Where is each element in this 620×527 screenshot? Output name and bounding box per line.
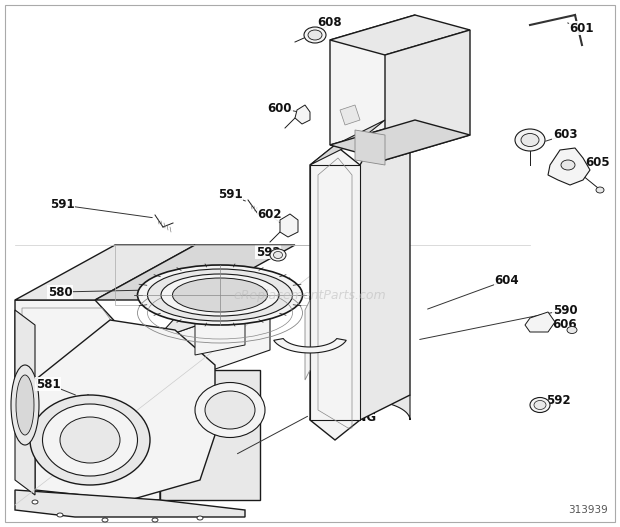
Text: 605: 605 — [586, 155, 610, 169]
Polygon shape — [15, 245, 195, 300]
Polygon shape — [330, 120, 470, 160]
Ellipse shape — [197, 516, 203, 520]
Polygon shape — [310, 395, 410, 420]
Polygon shape — [95, 245, 295, 300]
Ellipse shape — [60, 417, 120, 463]
Text: 580: 580 — [48, 286, 73, 298]
Ellipse shape — [596, 187, 604, 193]
Ellipse shape — [273, 251, 283, 259]
Text: 604: 604 — [495, 274, 520, 287]
Text: 313939: 313939 — [569, 505, 608, 515]
Polygon shape — [340, 105, 360, 125]
Ellipse shape — [102, 518, 108, 522]
Text: 603: 603 — [553, 129, 577, 142]
Ellipse shape — [521, 133, 539, 147]
Ellipse shape — [11, 365, 39, 445]
Ellipse shape — [515, 129, 545, 151]
Text: 608: 608 — [317, 16, 342, 30]
Text: 581: 581 — [36, 377, 60, 391]
Polygon shape — [195, 285, 245, 355]
Text: 607: 607 — [436, 28, 460, 42]
Ellipse shape — [534, 401, 546, 409]
Ellipse shape — [172, 278, 267, 312]
Ellipse shape — [57, 513, 63, 517]
Ellipse shape — [561, 160, 575, 170]
Polygon shape — [280, 214, 298, 237]
Text: eReplacementParts.com: eReplacementParts.com — [234, 288, 386, 301]
Polygon shape — [15, 310, 35, 495]
Polygon shape — [310, 145, 360, 440]
Polygon shape — [273, 338, 347, 353]
Text: 592: 592 — [255, 246, 280, 259]
Polygon shape — [330, 15, 470, 55]
Text: 591: 591 — [50, 199, 74, 211]
Ellipse shape — [16, 375, 34, 435]
Polygon shape — [548, 148, 590, 185]
Text: 592: 592 — [546, 394, 570, 406]
Polygon shape — [385, 30, 470, 160]
Ellipse shape — [138, 265, 303, 325]
Ellipse shape — [152, 518, 158, 522]
Ellipse shape — [30, 395, 150, 485]
Ellipse shape — [304, 27, 326, 43]
Text: 590: 590 — [552, 304, 577, 317]
Ellipse shape — [308, 30, 322, 40]
Ellipse shape — [195, 383, 265, 437]
Polygon shape — [310, 165, 360, 420]
Ellipse shape — [148, 269, 293, 321]
Polygon shape — [155, 300, 270, 390]
Ellipse shape — [567, 327, 577, 334]
Text: 602: 602 — [258, 209, 282, 221]
Ellipse shape — [270, 249, 286, 261]
Polygon shape — [525, 312, 555, 332]
Polygon shape — [330, 15, 415, 145]
Text: 582: 582 — [363, 354, 388, 366]
Polygon shape — [15, 490, 245, 517]
Polygon shape — [155, 278, 290, 340]
Polygon shape — [295, 105, 310, 124]
Text: 600: 600 — [268, 102, 292, 114]
Polygon shape — [305, 300, 310, 380]
Text: REF. ITEM
HOUSING: REF. ITEM HOUSING — [315, 396, 379, 424]
Polygon shape — [310, 120, 385, 165]
Ellipse shape — [205, 391, 255, 429]
Polygon shape — [15, 300, 160, 500]
Ellipse shape — [161, 274, 279, 316]
Polygon shape — [35, 320, 215, 500]
Text: 606: 606 — [552, 318, 577, 331]
Ellipse shape — [32, 500, 38, 504]
Polygon shape — [360, 120, 410, 420]
Ellipse shape — [530, 397, 550, 413]
Text: 591: 591 — [218, 189, 242, 201]
Text: 601: 601 — [570, 22, 594, 34]
Polygon shape — [160, 370, 260, 500]
Polygon shape — [355, 130, 385, 165]
Ellipse shape — [43, 404, 138, 476]
